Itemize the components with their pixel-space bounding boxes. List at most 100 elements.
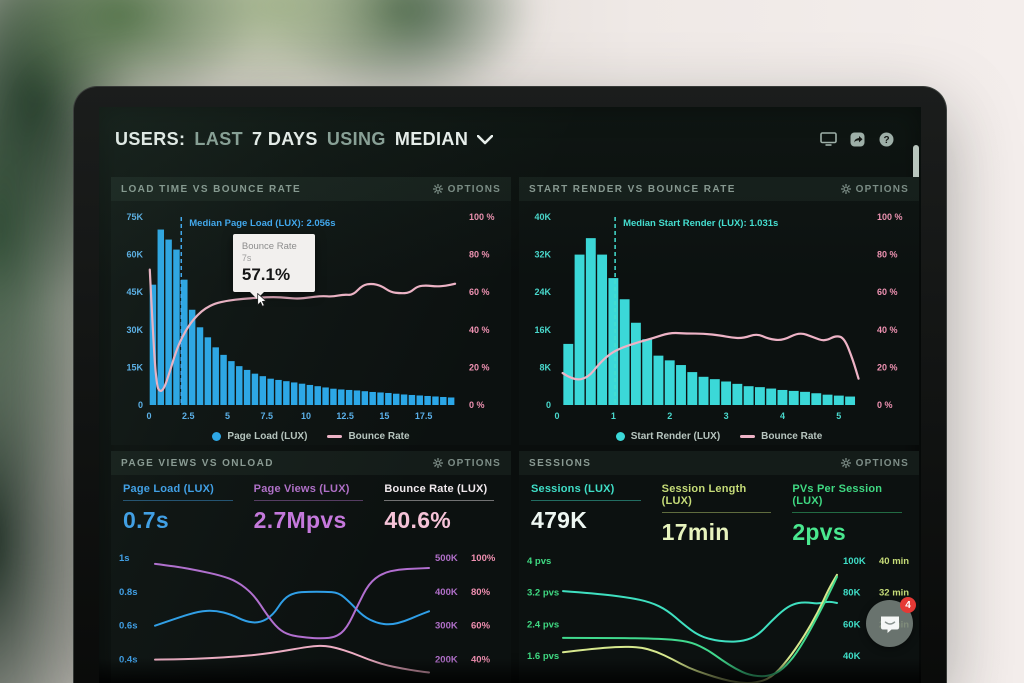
svg-text:80K: 80K xyxy=(843,588,861,599)
svg-text:15: 15 xyxy=(379,411,389,421)
chart-start-render-histogram[interactable]: 40K 32K 24K 16K 8K 0 100 % 80 % 60 % 40 % 20 % 0 % 0… xyxy=(525,205,913,421)
metric-session-length: Session Length (LUX) 17min xyxy=(661,483,779,545)
svg-text:0: 0 xyxy=(138,400,143,410)
svg-text:Median Page Load (LUX): 2.056s: Median Page Load (LUX): 2.056s xyxy=(189,218,335,229)
chart-load-time-histogram[interactable]: Bounce Rate 7s 57.1% 75K 60K 45K 30K 15K 0 100… xyxy=(117,205,505,421)
svg-text:300K: 300K xyxy=(435,621,458,632)
chevron-down-icon[interactable] xyxy=(476,129,494,150)
svg-text:?: ? xyxy=(883,135,889,146)
chart-page-views-lines[interactable]: 1s 500K 100% 0.8s 400K 80% 0.6s 300K 60% 0.4s 200K… xyxy=(117,543,505,683)
svg-text:100 %: 100 % xyxy=(469,212,495,222)
legend-dot-icon xyxy=(615,432,625,441)
svg-text:4 pvs: 4 pvs xyxy=(527,556,551,567)
svg-text:0.4s: 0.4s xyxy=(119,655,138,666)
metric-sessions: Sessions (LUX) 479K xyxy=(531,483,648,539)
tooltip: Bounce Rate 7s 57.1% xyxy=(232,233,315,299)
share-icon[interactable] xyxy=(849,132,866,147)
laptop: USERS: LAST 7 DAYS USING MEDIAN xyxy=(73,86,947,683)
svg-text:3: 3 xyxy=(724,411,729,421)
legend-bounce-rate[interactable]: Bounce Rate xyxy=(327,431,410,442)
svg-text:0 %: 0 % xyxy=(877,400,893,410)
svg-text:30K: 30K xyxy=(126,325,143,335)
svg-text:60%: 60% xyxy=(471,621,491,632)
svg-text:40 %: 40 % xyxy=(877,325,898,335)
svg-text:80 %: 80 % xyxy=(469,250,490,260)
panel-start-render-vs-bounce-rate: START RENDER VS BOUNCE RATE OPTIONS 40K 3… xyxy=(519,177,919,445)
svg-text:0 %: 0 % xyxy=(469,400,485,410)
title-users: USERS: xyxy=(115,128,186,149)
chart-legend: Start Render (LUX) Bounce Rate xyxy=(519,431,919,442)
metric-bounce-rate: Bounce Rate (LUX) 40.6% xyxy=(384,483,501,539)
svg-text:2: 2 xyxy=(667,411,672,421)
mouse-cursor-icon xyxy=(257,292,267,307)
metric-underline xyxy=(661,512,772,513)
header-toolbar: ? xyxy=(820,132,895,147)
metric-underline xyxy=(792,512,902,513)
chart-legend: Page Load (LUX) Bounce Rate xyxy=(111,431,511,442)
time-range-dropdown[interactable]: USERS: LAST 7 DAYS USING MEDIAN xyxy=(115,128,494,150)
svg-text:40K: 40K xyxy=(843,651,861,662)
options-button[interactable]: OPTIONS xyxy=(432,458,501,469)
svg-text:60 %: 60 % xyxy=(877,287,898,297)
svg-text:1s: 1s xyxy=(119,553,130,564)
panel-header: START RENDER VS BOUNCE RATE OPTIONS xyxy=(519,177,919,201)
panel-load-time-vs-bounce-rate: LOAD TIME VS BOUNCE RATE OPTIONS Bounce … xyxy=(111,177,511,445)
svg-text:24K: 24K xyxy=(534,287,551,297)
gear-icon xyxy=(432,458,443,468)
svg-text:60K: 60K xyxy=(843,619,861,630)
svg-text:Median Start Render (LUX): 1.0: Median Start Render (LUX): 1.031s xyxy=(623,218,778,229)
svg-text:12.5: 12.5 xyxy=(336,411,354,421)
chart-sessions-lines[interactable]: 4 pvs 100K 40 min 3.2 pvs 80K 32 min 2.4 pvs 60… xyxy=(525,543,913,683)
svg-text:200K: 200K xyxy=(435,655,458,666)
svg-text:75K: 75K xyxy=(126,212,143,222)
svg-text:80 %: 80 % xyxy=(877,250,898,260)
svg-text:100%: 100% xyxy=(471,553,496,564)
metric-pvs-per-session: PVs Per Session (LUX) 2pvs xyxy=(792,483,909,545)
legend-dot-icon xyxy=(212,432,222,441)
title-median: MEDIAN xyxy=(394,128,469,149)
svg-text:40K: 40K xyxy=(534,212,551,222)
svg-text:500K: 500K xyxy=(435,553,458,564)
metric-underline xyxy=(531,500,641,501)
svg-text:10: 10 xyxy=(301,411,311,421)
metric-underline xyxy=(253,500,364,501)
options-button[interactable]: OPTIONS xyxy=(432,184,501,195)
svg-text:2.5: 2.5 xyxy=(182,411,195,421)
metric-row: Page Load (LUX) 0.7s Page Views (LUX) 2.… xyxy=(123,483,501,539)
svg-text:0.8s: 0.8s xyxy=(119,587,138,598)
legend-bounce-rate[interactable]: Bounce Rate xyxy=(740,431,822,442)
legend-start-render[interactable]: Start Render (LUX) xyxy=(615,431,720,442)
svg-text:0: 0 xyxy=(546,400,551,410)
panel-header: LOAD TIME VS BOUNCE RATE OPTIONS xyxy=(111,177,511,201)
svg-text:400K: 400K xyxy=(435,587,458,598)
metric-row: Sessions (LUX) 479K Session Length (LUX)… xyxy=(531,483,909,545)
svg-text:40 %: 40 % xyxy=(469,325,490,335)
legend-page-load[interactable]: Page Load (LUX) xyxy=(212,431,307,442)
svg-text:40 min: 40 min xyxy=(879,556,909,567)
panel-page-views-vs-onload: PAGE VIEWS VS ONLOAD OPTIONS Page Load (… xyxy=(111,451,511,683)
panel-header: SESSIONS OPTIONS xyxy=(519,451,919,475)
title-last: LAST xyxy=(194,128,244,149)
panel-sessions: SESSIONS OPTIONS Sessions (LUX) 479K Ses… xyxy=(519,451,919,683)
panel-title: START RENDER VS BOUNCE RATE xyxy=(529,183,736,195)
display-icon[interactable] xyxy=(820,132,837,147)
svg-text:5: 5 xyxy=(836,411,841,421)
gear-icon xyxy=(840,458,851,468)
svg-text:32K: 32K xyxy=(534,250,551,260)
svg-text:40%: 40% xyxy=(471,655,491,666)
options-button[interactable]: OPTIONS xyxy=(840,458,909,469)
dashboard-screen: USERS: LAST 7 DAYS USING MEDIAN xyxy=(99,107,921,683)
metric-underline xyxy=(384,500,494,501)
gear-icon xyxy=(840,184,851,194)
panel-title: SESSIONS xyxy=(529,457,592,469)
panel-title: LOAD TIME VS BOUNCE RATE xyxy=(121,183,302,195)
chat-widget-button[interactable]: 4 xyxy=(866,597,916,647)
svg-text:5: 5 xyxy=(225,411,230,421)
svg-text:45K: 45K xyxy=(126,287,143,297)
svg-text:0: 0 xyxy=(146,411,151,421)
notification-badge: 4 xyxy=(900,597,916,613)
svg-text:0.6s: 0.6s xyxy=(119,621,138,632)
options-button[interactable]: OPTIONS xyxy=(840,184,909,195)
metric-underline xyxy=(123,500,233,501)
help-icon[interactable]: ? xyxy=(878,132,895,147)
